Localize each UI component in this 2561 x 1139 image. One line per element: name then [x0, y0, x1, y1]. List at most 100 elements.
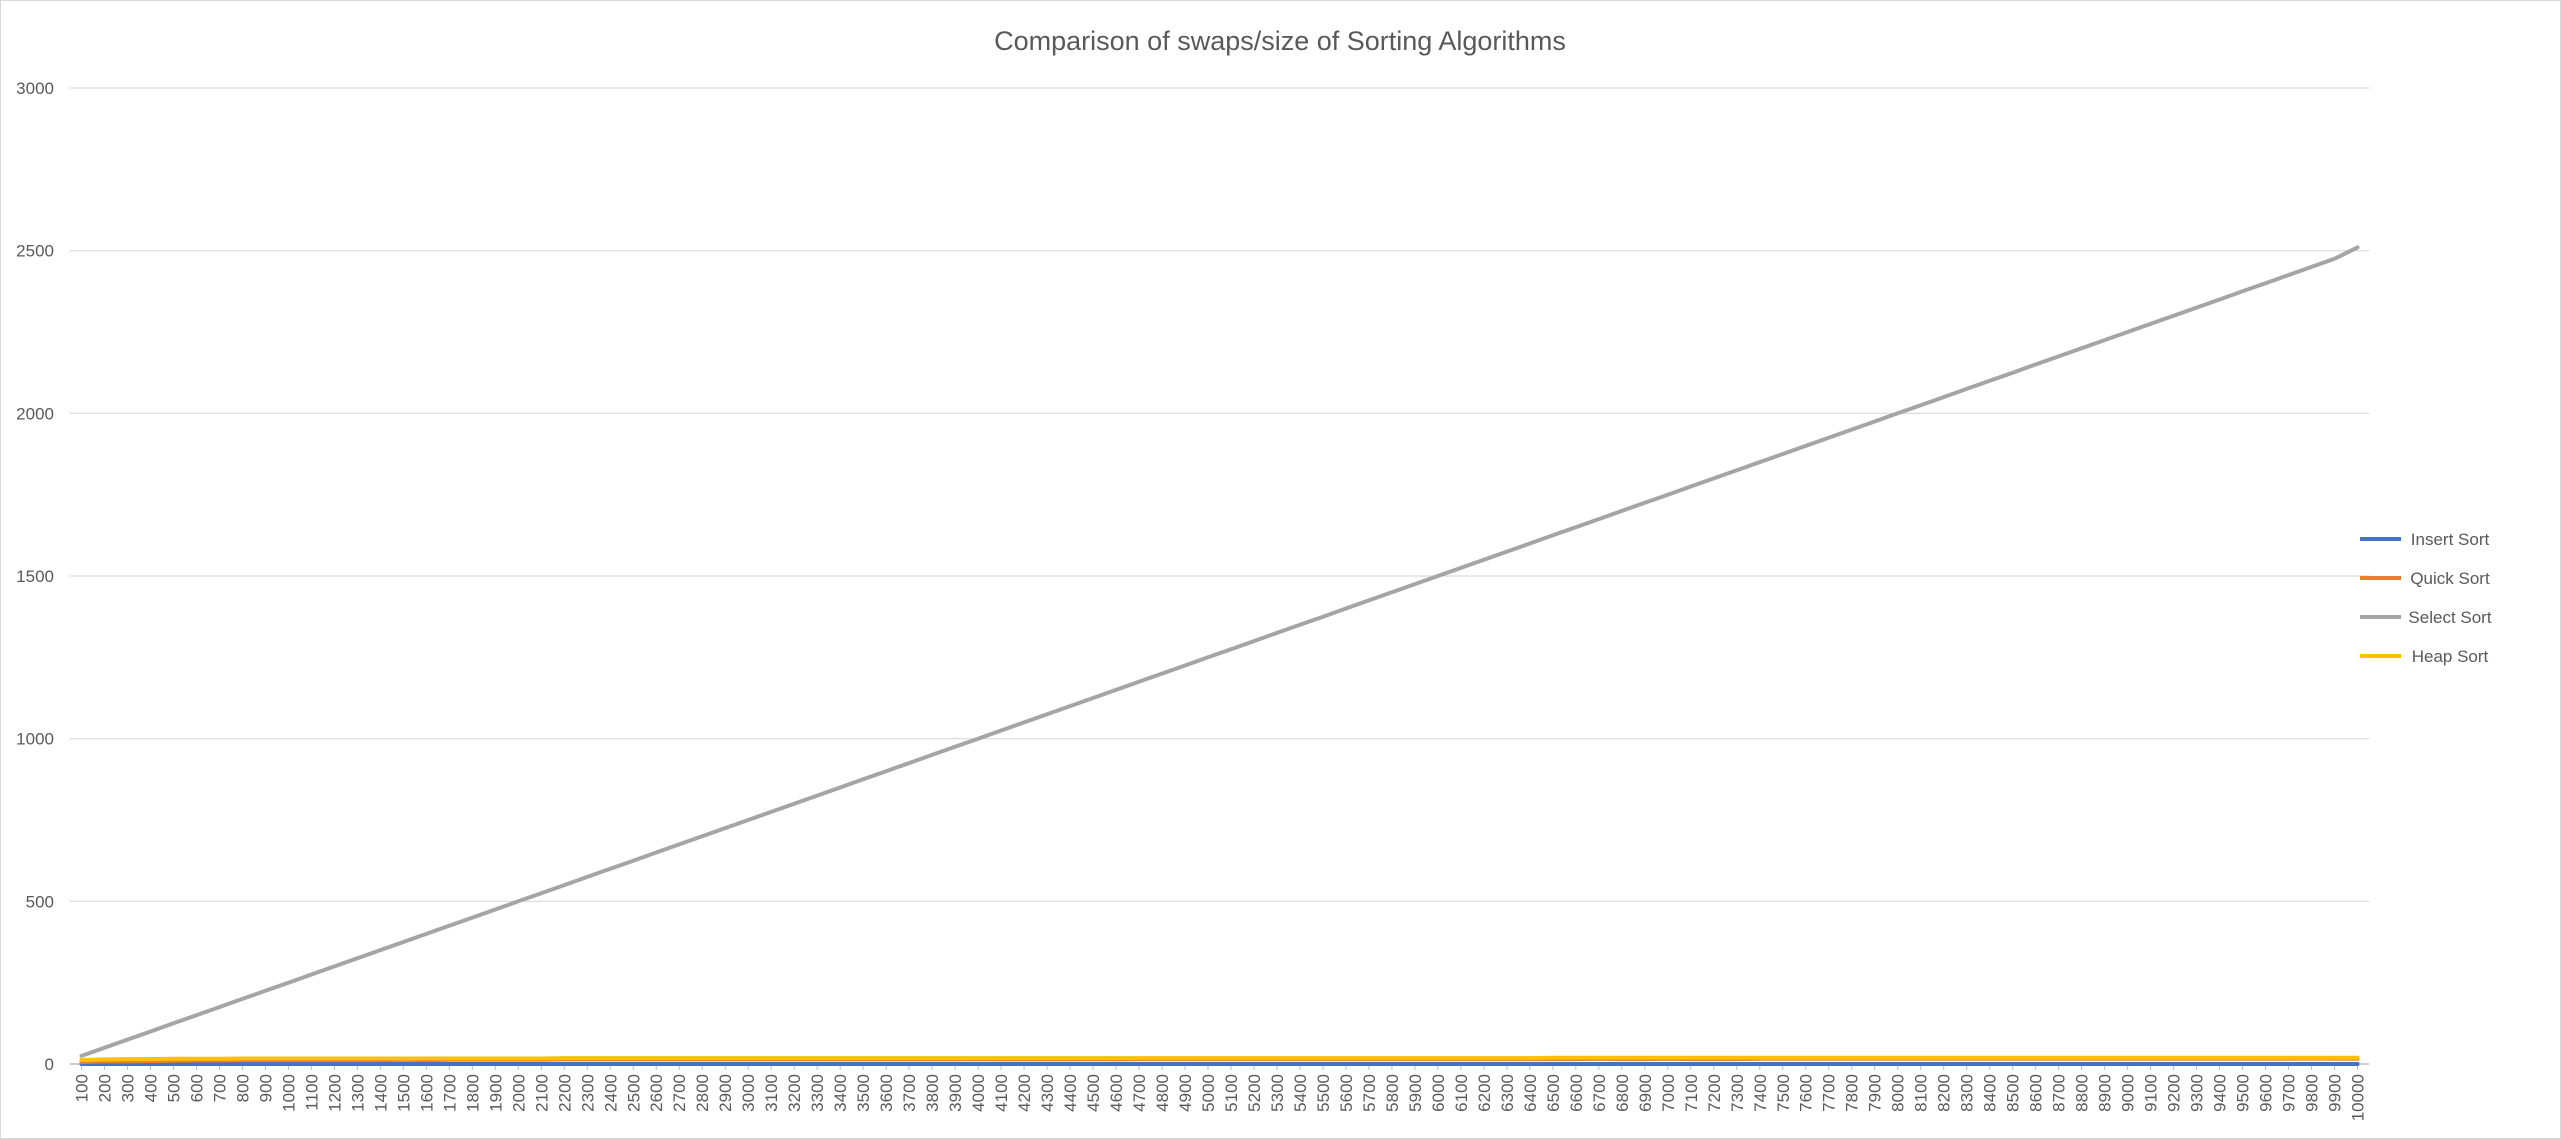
y-tick-label: 500	[26, 892, 54, 911]
y-axis-ticks: 0 500 1000 1500 2000 2500 3000	[16, 79, 54, 1074]
x-tick-label: 6000	[1429, 1074, 1448, 1112]
x-tick-label: 100	[72, 1074, 91, 1102]
x-tick-label: 8800	[2073, 1074, 2092, 1112]
x-tick-label: 7700	[1820, 1074, 1839, 1112]
x-tick-label: 4900	[1176, 1074, 1195, 1112]
y-tick-label: 1500	[16, 567, 54, 586]
x-tick-label: 5600	[1337, 1074, 1356, 1112]
x-tick-label: 8900	[2096, 1074, 2115, 1112]
x-tick-label: 5000	[1199, 1074, 1218, 1112]
x-tick-label: 7200	[1705, 1074, 1724, 1112]
x-tick-label: 3100	[762, 1074, 781, 1112]
x-tick-label: 4100	[992, 1074, 1011, 1112]
x-tick-label: 8600	[2027, 1074, 2046, 1112]
x-tick-label: 3000	[739, 1074, 758, 1112]
x-tick-label: 900	[256, 1074, 275, 1102]
x-tick-label: 9900	[2326, 1074, 2345, 1112]
x-tick-label: 7400	[1751, 1074, 1770, 1112]
x-tick-label: 7300	[1728, 1074, 1747, 1112]
legend-label-quick-sort: Quick Sort	[2410, 569, 2490, 588]
x-tick-label: 2400	[601, 1074, 620, 1112]
x-tick-label: 6300	[1498, 1074, 1517, 1112]
x-tick-label: 6900	[1636, 1074, 1655, 1112]
x-tick-label: 500	[164, 1074, 183, 1102]
x-tick-label: 4000	[969, 1074, 988, 1112]
x-tick-label: 8000	[1889, 1074, 1908, 1112]
x-tick-label: 9000	[2119, 1074, 2138, 1112]
y-tick-label: 3000	[16, 79, 54, 98]
x-tick-label: 2300	[578, 1074, 597, 1112]
x-tick-label: 2900	[716, 1074, 735, 1112]
y-tick-label: 0	[45, 1055, 54, 1074]
x-tick-label: 7600	[1797, 1074, 1816, 1112]
x-tick-label: 4300	[1038, 1074, 1057, 1112]
x-tick-label: 6500	[1544, 1074, 1563, 1112]
x-tick-label: 6700	[1590, 1074, 1609, 1112]
x-tick-label: 2800	[693, 1074, 712, 1112]
series-line-heap-sort	[79, 1055, 2360, 1063]
x-tick-label: 7000	[1659, 1074, 1678, 1112]
x-tick-label: 4600	[1107, 1074, 1126, 1112]
x-tick-label: 4400	[1061, 1074, 1080, 1112]
x-tick-label: 4500	[1084, 1074, 1103, 1112]
y-tick-label: 2500	[16, 242, 54, 261]
x-tick-label: 5500	[1314, 1074, 1333, 1112]
x-tick-label: 2000	[509, 1074, 528, 1112]
x-tick-label: 4800	[1153, 1074, 1172, 1112]
x-tick-label: 5100	[1222, 1074, 1241, 1112]
x-tick-label: 3500	[854, 1074, 873, 1112]
x-tick-label: 1500	[394, 1074, 413, 1112]
x-tick-label: 1100	[302, 1074, 321, 1111]
x-tick-label: 4200	[1015, 1074, 1034, 1112]
x-tick-label: 3300	[808, 1074, 827, 1112]
x-tick-label: 400	[141, 1074, 160, 1102]
x-tick-label: 5400	[1291, 1074, 1310, 1112]
x-tick-label: 1200	[325, 1074, 344, 1112]
x-tick-label: 3200	[785, 1074, 804, 1112]
x-tick-label: 7800	[1843, 1074, 1862, 1112]
legend-label-select-sort: Select Sort	[2408, 608, 2491, 627]
x-tick-label: 5700	[1360, 1074, 1379, 1112]
x-tick-label: 2500	[624, 1074, 643, 1112]
x-tick-label: 9800	[2303, 1074, 2322, 1112]
x-tick-label: 3800	[923, 1074, 942, 1112]
x-tick-label: 5900	[1406, 1074, 1425, 1112]
x-tick-label: 6400	[1521, 1074, 1540, 1112]
x-tick-label: 3700	[900, 1074, 919, 1112]
x-axis-ticks: 100 200 300 400 500 600 700 800 900 1000 1100 1200 1…	[72, 1064, 2368, 1121]
x-tick-label: 2600	[647, 1074, 666, 1112]
x-tick-label: 8300	[1958, 1074, 1977, 1112]
x-tick-label: 8100	[1912, 1074, 1931, 1112]
x-tick-label: 800	[233, 1074, 252, 1102]
x-tick-label: 7100	[1682, 1074, 1701, 1112]
x-tick-label: 9200	[2165, 1074, 2184, 1112]
legend-label-insert-sort: Insert Sort	[2411, 530, 2490, 549]
x-tick-label: 200	[95, 1074, 114, 1102]
x-tick-label: 3400	[831, 1074, 850, 1112]
x-tick-label: 5200	[1245, 1074, 1264, 1112]
x-tick-label: 9600	[2257, 1074, 2276, 1112]
x-tick-label: 1000	[279, 1074, 298, 1112]
series-line-select-sort	[79, 245, 2360, 1058]
x-tick-label: 8200	[1935, 1074, 1954, 1112]
x-tick-label: 2100	[532, 1074, 551, 1112]
x-tick-label: 700	[210, 1074, 229, 1102]
x-tick-label: 10000	[2349, 1074, 2368, 1121]
x-tick-label: 600	[187, 1074, 206, 1102]
x-tick-label: 8500	[2004, 1074, 2023, 1112]
x-tick-label: 1900	[486, 1074, 505, 1112]
x-tick-label: 9500	[2234, 1074, 2253, 1112]
series-lines	[79, 245, 2360, 1066]
x-tick-label: 1300	[348, 1074, 367, 1112]
x-tick-label: 5300	[1268, 1074, 1287, 1112]
x-tick-label: 300	[118, 1074, 137, 1102]
x-tick-label: 5800	[1383, 1074, 1402, 1112]
x-tick-label: 4700	[1130, 1074, 1149, 1112]
x-tick-label: 1400	[371, 1074, 390, 1112]
x-tick-label: 9700	[2280, 1074, 2299, 1112]
x-tick-label: 9100	[2142, 1074, 2161, 1112]
x-tick-label: 9300	[2188, 1074, 2207, 1112]
x-tick-label: 7900	[1866, 1074, 1885, 1112]
